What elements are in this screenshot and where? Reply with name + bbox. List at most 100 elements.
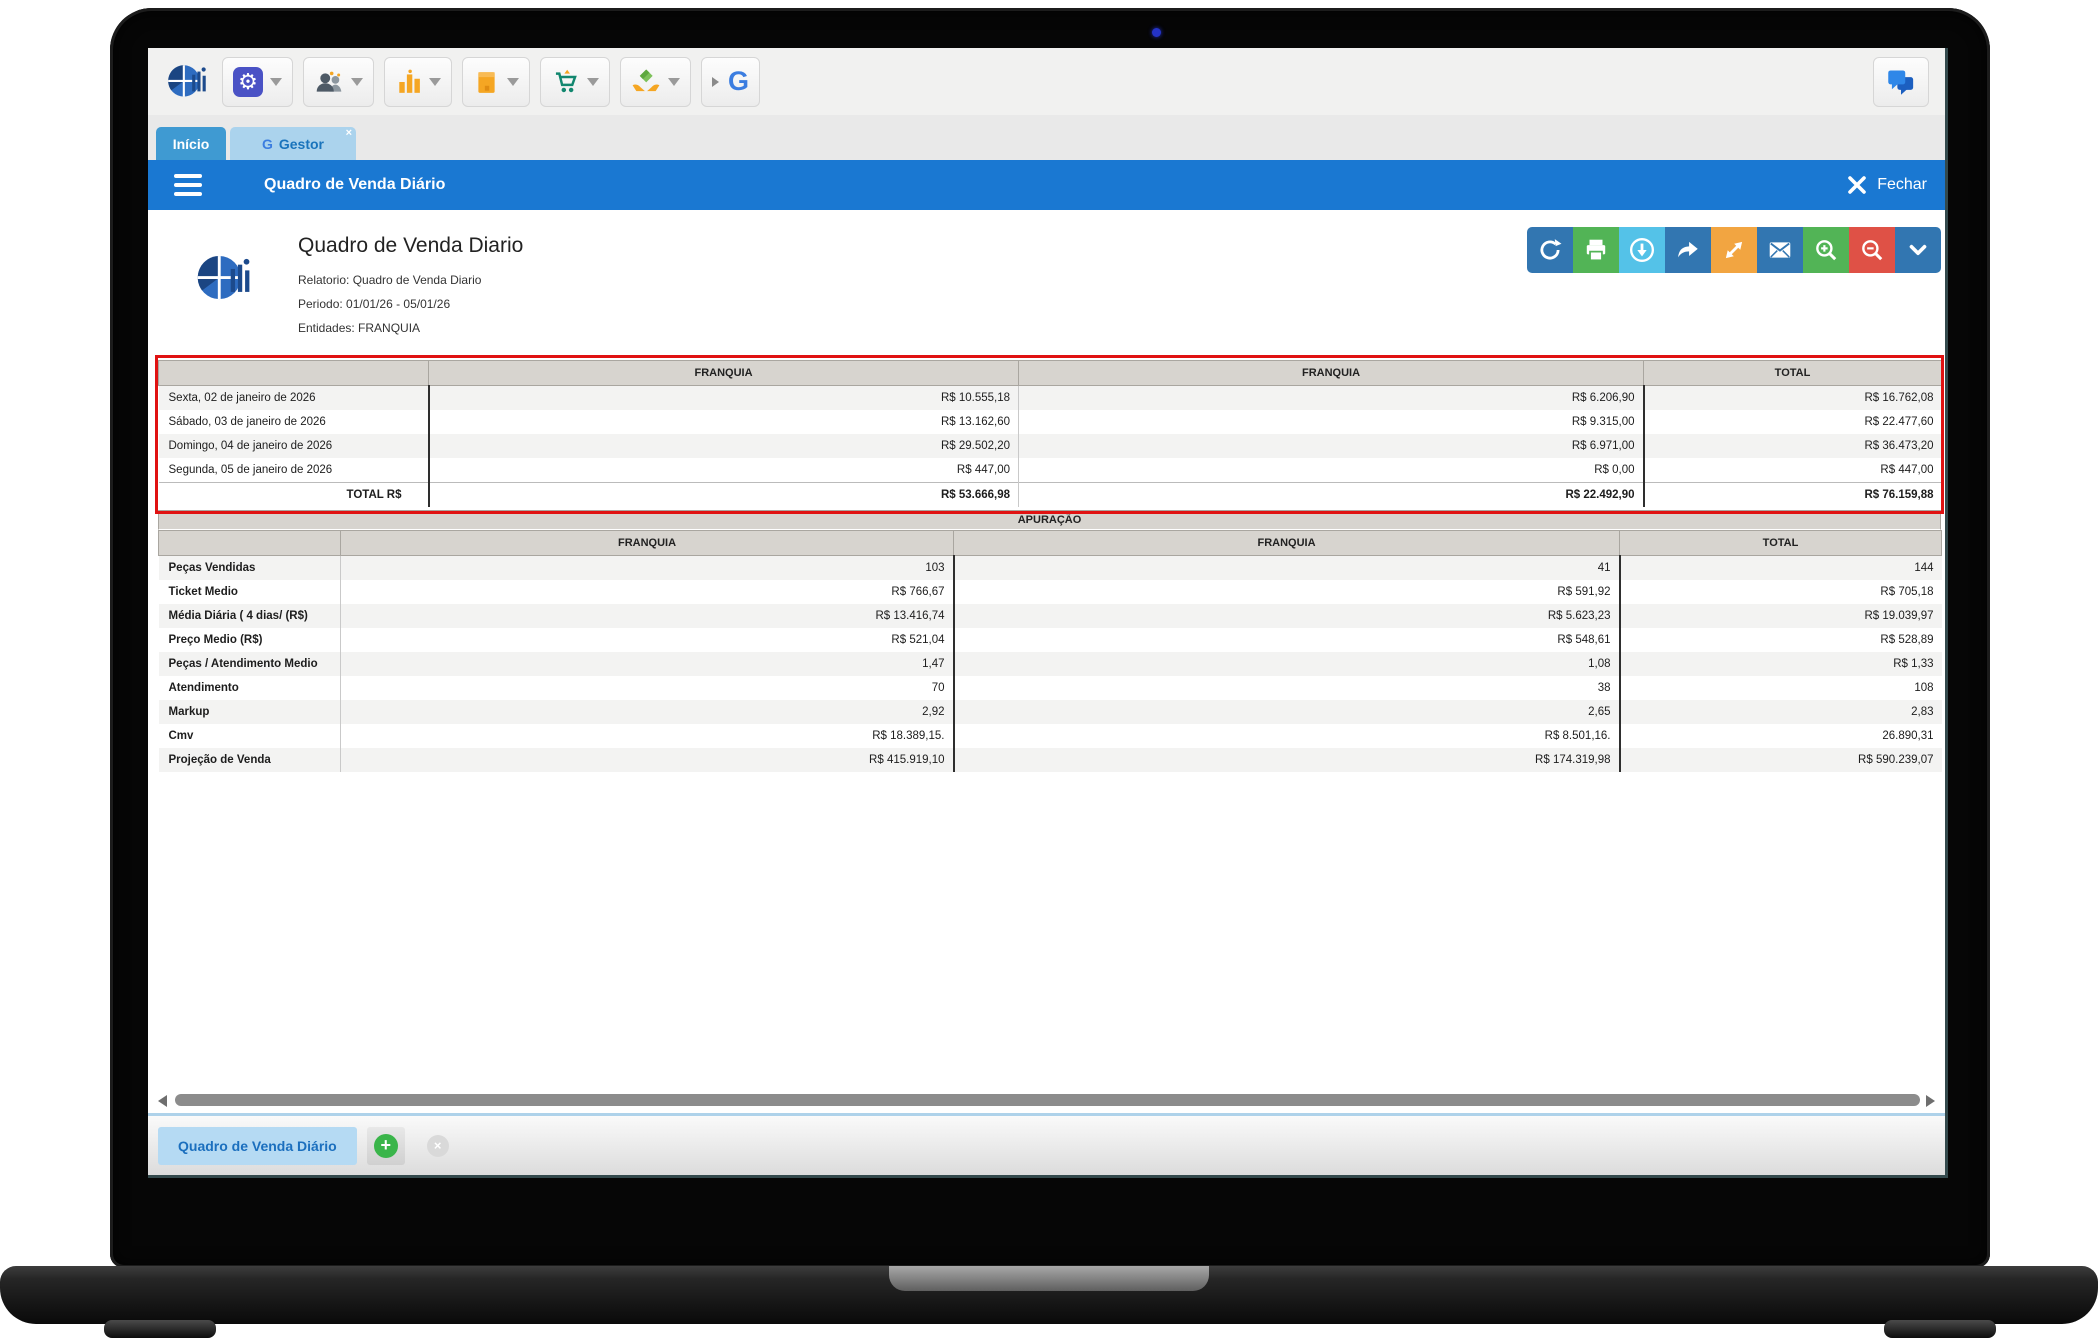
cell-franquia-2: R$ 9.315,00 (1018, 410, 1644, 434)
hamburger-menu-icon[interactable] (174, 174, 202, 196)
apuracao-table: FRANQUIA FRANQUIA TOTAL Peças Vendidas 1… (158, 530, 1942, 772)
cell-metric: Ticket Medio (168, 585, 238, 598)
table-header-row: FRANQUIA FRANQUIA TOTAL (158, 360, 1942, 386)
reports-menu-button[interactable] (384, 56, 452, 107)
chevron-down-icon (507, 77, 519, 86)
zoom-out-icon (1862, 240, 1883, 261)
gestor-app-button[interactable]: G (701, 56, 761, 107)
report-action-toolbar (1527, 227, 1941, 273)
people-menu-button[interactable] (303, 56, 374, 107)
report-title: Quadro de Venda Diario (298, 234, 524, 257)
column-header-franquia-1: FRANQUIA (428, 360, 1019, 386)
refresh-button[interactable] (1527, 227, 1573, 273)
download-button[interactable] (1619, 227, 1665, 273)
daily-sales-table: FRANQUIA FRANQUIA TOTAL Sexta, 02 de jan… (158, 360, 1942, 507)
cell-franquia-1: R$ 29.502,20 (427, 434, 1019, 458)
chat-button[interactable] (1873, 56, 1929, 107)
settings-menu-button[interactable]: ⚙ (222, 56, 293, 107)
scrollbar-thumb[interactable] (175, 1094, 1920, 1106)
bottom-tab-label: Quadro de Venda Diário (178, 1137, 337, 1154)
scroll-left-arrow[interactable] (158, 1095, 167, 1107)
table-row: Projeção de Venda R$ 415.919,10 R$ 174.3… (158, 748, 1942, 772)
chat-icon (1888, 69, 1914, 95)
email-button[interactable] (1757, 227, 1803, 273)
table-row: Cmv R$ 18.389,15. R$ 8.501,16. 26.890,31 (159, 724, 1942, 748)
expand-arrows-icon (1725, 241, 1743, 259)
cell-total-label: TOTAL R$ (158, 482, 429, 507)
close-x-icon (1848, 176, 1867, 194)
chevron-down-icon (587, 77, 599, 86)
chevron-down-icon (1909, 244, 1927, 256)
cell-franquia-2: R$ 0,00 (1018, 458, 1644, 483)
cell-total: R$ 447,00 (1642, 458, 1942, 483)
close-disabled-icon: × (426, 1134, 449, 1157)
chevron-down-icon (668, 77, 680, 86)
package-icon (478, 71, 495, 93)
cell-franquia-1: R$ 10.555,18 (427, 385, 1019, 410)
cell-total: R$ 1,33 (1618, 652, 1942, 676)
horizontal-scrollbar (148, 1092, 1945, 1108)
sales-menu-button[interactable] (540, 56, 610, 107)
cell-franquia-2-total: R$ 22.492,90 (1018, 482, 1644, 507)
scroll-right-arrow[interactable] (1926, 1095, 1935, 1107)
cell-grand-total: R$ 76.159,88 (1642, 482, 1942, 507)
table-row: Peças / Atendimento Medio 1,47 1,08 R$ 1… (158, 652, 1942, 676)
table-row: Segunda, 05 de janeiro de 2026 R$ 447,00… (159, 458, 1942, 483)
cell-date: Sexta, 02 de janeiro de 2026 (158, 385, 429, 410)
hands-cube-icon (632, 69, 660, 92)
close-label: Fechar (1877, 176, 1927, 193)
tab-bar: Início G Gestor × (148, 115, 1945, 160)
table-row: Sábado, 03 de janeiro de 2026 R$ 13.162,… (159, 410, 1942, 434)
main-toolbar: ⚙ (148, 48, 1945, 116)
cell-franquia-2: R$ 174.319,98 (952, 748, 1620, 772)
cell-franquia-1: R$ 521,04 (340, 628, 954, 652)
cell-metric: Peças / Atendimento Medio (158, 652, 341, 676)
app-logo-icon (168, 64, 206, 97)
cell-franquia-2: R$ 6.206,90 (1018, 385, 1644, 410)
expand-button[interactable] (1711, 227, 1757, 273)
plus-icon: + (373, 1133, 398, 1158)
app-screen: ⚙ (148, 48, 1948, 1178)
chevron-down-icon (351, 77, 363, 86)
cell-metric: Peças Vendidas (158, 555, 341, 580)
table-row: Média Diária ( 4 dias/ (R$) R$ 13.416,74… (158, 604, 1942, 628)
tab-gestor[interactable]: G Gestor × (230, 127, 356, 160)
download-circle-icon (1629, 237, 1655, 263)
column-header-total: TOTAL (1619, 530, 1942, 556)
column-header-total: TOTAL (1643, 360, 1942, 386)
table-row: Ticket Medio R$ 766,67 R$ 591,92 R$ 705,… (159, 580, 1942, 604)
share-button[interactable] (1665, 227, 1711, 273)
print-button[interactable] (1573, 227, 1619, 273)
close-report-button[interactable]: Fechar (1845, 173, 1927, 197)
add-tab-button[interactable]: + (366, 1126, 405, 1165)
bottom-tab-bar: Quadro de Venda Diário + × (148, 1113, 1945, 1175)
cell-franquia-1: 1,47 (340, 652, 954, 676)
cell-total: R$ 705,18 (1618, 580, 1942, 604)
cell-metric: Preço Medio (R$) (168, 633, 263, 646)
cell-franquia-2: 41 (952, 555, 1620, 580)
cell-franquia-1: R$ 13.416,74 (340, 604, 954, 628)
table-row: Domingo, 04 de janeiro de 2026 R$ 29.502… (158, 434, 1942, 458)
close-tab-icon[interactable]: × (345, 127, 352, 139)
column-header-empty (158, 530, 341, 556)
cell-total: 2,83 (1618, 700, 1942, 724)
stock-menu-button[interactable] (462, 56, 530, 107)
cell-franquia-2: R$ 6.971,00 (1018, 434, 1644, 458)
laptop-notch (889, 1266, 1209, 1291)
bottom-tab-quadro[interactable]: Quadro de Venda Diário (158, 1126, 357, 1165)
zoom-out-button[interactable] (1849, 227, 1895, 273)
table-row: Markup 2,92 2,65 2,83 (158, 700, 1942, 724)
services-menu-button[interactable] (620, 56, 691, 107)
cell-total: R$ 528,89 (1618, 628, 1942, 652)
webcam-dot (1152, 28, 1161, 37)
cell-metric: Projeção de Venda (158, 748, 341, 772)
table-row: Preço Medio (R$) R$ 521,04 R$ 548,61 R$ … (159, 628, 1942, 652)
table-header-row: FRANQUIA FRANQUIA TOTAL (158, 530, 1942, 556)
cell-franquia-2: R$ 548,61 (952, 628, 1620, 652)
collapse-button[interactable] (1895, 227, 1941, 273)
report-entidades: Entidades: FRANQUIA (298, 321, 421, 335)
tab-inicio[interactable]: Início (156, 127, 226, 160)
table-row: Peças Vendidas 103 41 144 (158, 555, 1942, 580)
zoom-in-button[interactable] (1803, 227, 1849, 273)
